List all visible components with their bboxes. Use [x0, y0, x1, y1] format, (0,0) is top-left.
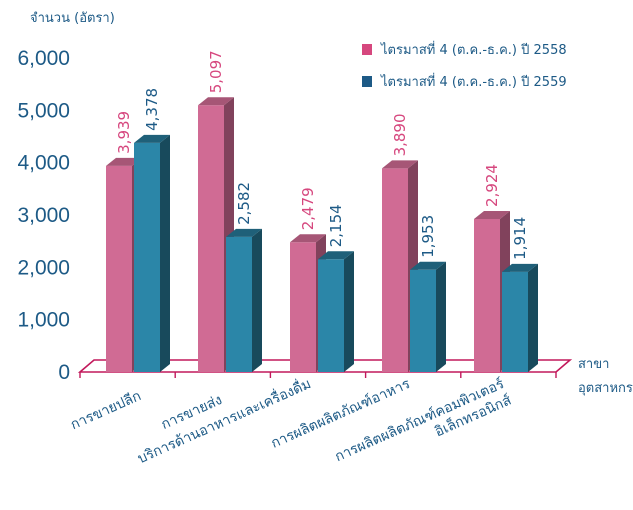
legend-swatch-series-1 [362, 44, 372, 55]
data-labels: 3,939 4,378 5,097 2,582 2,479 2,154 3,890 1,953… [115, 50, 529, 260]
category-label-5: การผลิตผลิตภัณฑ์คอมพิวเตอร์อิเล็กทรอนิกส… [332, 375, 514, 465]
data-label-1-3: 2,479 [299, 187, 317, 230]
y-tick-label: 5,000 [17, 99, 70, 122]
data-label-1-1: 3,939 [115, 111, 133, 154]
y-tick-label: 2,000 [17, 256, 70, 279]
x-axis-label: สาขา อุตสาหกรรม [578, 357, 633, 396]
data-label-2-2: 2,582 [235, 182, 253, 225]
data-label-1-4: 3,890 [391, 113, 409, 156]
y-tick-label: 6,000 [17, 47, 70, 70]
category-labels: การขายปลีก การขายส่งบริการด้านอาหารและเคร… [68, 374, 514, 467]
legend-label-series-2: ไตรมาสที่ 4 (ต.ค.-ธ.ค.) ปี 2559 [380, 73, 567, 90]
bar-2-2 [226, 228, 262, 372]
y-tick-label: 4,000 [17, 152, 70, 175]
y-tick-label: 3,000 [17, 204, 70, 227]
data-label-2-1: 4,378 [143, 88, 161, 131]
bar-2-1 [134, 134, 170, 372]
legend-swatch-series-2 [362, 76, 372, 87]
data-label-2-3: 2,154 [327, 204, 345, 247]
y-tick-label: 1,000 [17, 309, 70, 332]
bar-2-5 [502, 263, 538, 372]
bar-2-3 [318, 251, 354, 372]
data-label-1-5: 2,924 [483, 164, 501, 207]
bars [106, 97, 538, 372]
category-label-line: การขายปลีก [68, 388, 143, 433]
legend-label-series-1: ไตรมาสที่ 4 (ต.ค.-ธ.ค.) ปี 2558 [380, 41, 567, 58]
category-label-1: การขายปลีก [68, 388, 143, 433]
y-axis-label: จำนวน (อัตรา) [30, 11, 115, 26]
x-axis-label-line-2: อุตสาหกรรม [578, 381, 633, 396]
data-label-1-2: 5,097 [207, 50, 225, 93]
x-axis-label-line-1: สาขา [578, 357, 609, 372]
bar-2-4 [410, 261, 446, 372]
y-axis-ticks: 0 1,000 2,000 3,000 4,000 5,000 6,000 [17, 47, 70, 384]
y-tick-label: 0 [58, 361, 70, 384]
data-label-2-4: 1,953 [419, 215, 437, 258]
legend: ไตรมาสที่ 4 (ต.ค.-ธ.ค.) ปี 2558 ไตรมาสที… [362, 41, 567, 90]
data-label-2-5: 1,914 [511, 217, 529, 260]
